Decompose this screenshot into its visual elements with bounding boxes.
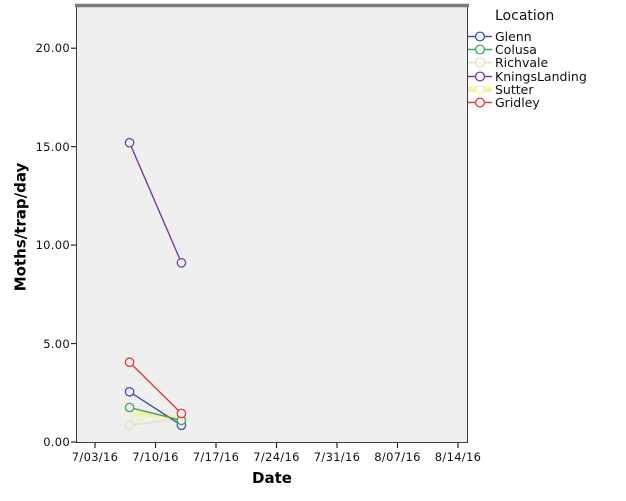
- legend-marker-icon: [468, 57, 492, 69]
- y-tick-label: 10.00: [35, 238, 70, 253]
- legend-entry-sutter: Sutter: [468, 81, 624, 97]
- series-marker-gridley: [124, 357, 135, 368]
- legend-label: KningsLanding: [495, 68, 587, 84]
- legend-entry-kningslanding: KningsLanding: [468, 68, 624, 84]
- series-marker-glenn: [124, 386, 135, 397]
- series-line-kningslanding: [128, 142, 183, 264]
- legend-entry-glenn: Glenn: [468, 29, 624, 45]
- legend: Location Glenn Colusa Richvale KningsLandin…: [468, 8, 624, 111]
- legend-entry-colusa: Colusa: [468, 42, 624, 58]
- x-tick-label: 8/07/16: [374, 450, 421, 464]
- legend-entries: Glenn Colusa Richvale KningsLanding Sutter Gr…: [468, 29, 624, 111]
- legend-label: Richvale: [495, 55, 549, 71]
- legend-label: Glenn: [495, 29, 532, 45]
- legend-label: Sutter: [495, 81, 534, 97]
- legend-label: Gridley: [495, 95, 540, 111]
- series-marker-kningslanding: [124, 137, 135, 148]
- legend-marker-icon: [468, 71, 492, 82]
- x-tick-label: 7/24/16: [253, 450, 300, 464]
- x-tick-label: 7/03/16: [71, 450, 119, 464]
- legend-marker-icon: [468, 97, 492, 108]
- y-axis-title: Moths/trap/day: [11, 162, 30, 292]
- legend-marker-icon: [468, 31, 492, 42]
- plot-background: [76, 4, 468, 443]
- series-line-colusa: [128, 406, 183, 422]
- x-tick-label: 7/10/16: [132, 450, 179, 464]
- series-marker-colusa: [124, 402, 135, 413]
- series-marker-richvale: [124, 420, 135, 431]
- legend-entry-richvale: Richvale: [468, 55, 624, 71]
- legend-entry-gridley: Gridley: [468, 95, 624, 111]
- x-tick-label: 7/17/16: [192, 450, 240, 464]
- legend-marker-icon: [468, 84, 492, 95]
- x-tick-label: 8/14/16: [434, 450, 482, 464]
- series-line-glenn: [128, 391, 183, 426]
- series-line-gridley: [128, 361, 183, 415]
- series-marker-gridley: [176, 408, 187, 419]
- x-tick-label: 7/31/16: [313, 450, 361, 464]
- y-tick-label: 0.00: [43, 435, 70, 449]
- y-tick-label: 20.00: [35, 41, 70, 56]
- legend-marker-icon: [468, 44, 492, 55]
- series-marker-kningslanding: [176, 257, 187, 268]
- x-axis-title: Date: [252, 469, 292, 487]
- y-tick-label: 15.00: [35, 139, 70, 154]
- y-tick-label: 5.00: [43, 336, 70, 351]
- legend-label: Colusa: [495, 42, 537, 58]
- series-line-sutter: [127, 410, 184, 420]
- legend-title: Location: [495, 8, 555, 24]
